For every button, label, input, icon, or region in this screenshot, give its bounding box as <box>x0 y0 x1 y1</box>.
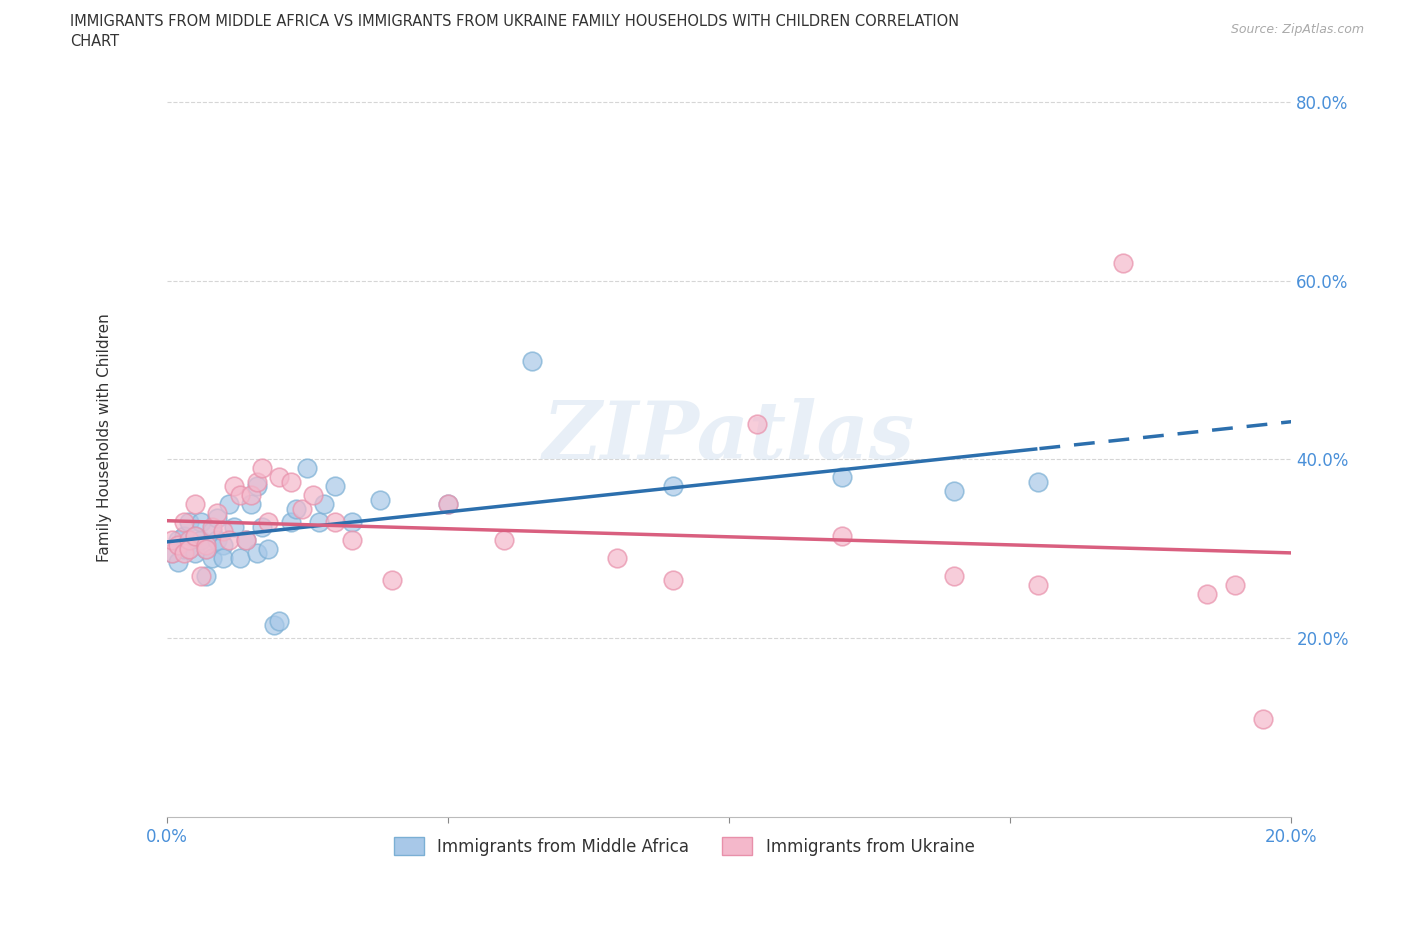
Point <box>179 533 201 548</box>
Point <box>195 541 218 556</box>
Point <box>173 546 195 561</box>
Point <box>437 497 460 512</box>
Point <box>212 524 235 538</box>
Point <box>190 533 212 548</box>
Point <box>285 501 308 516</box>
Point <box>246 546 269 561</box>
Point <box>325 514 347 529</box>
Point <box>240 488 263 503</box>
Point <box>269 470 291 485</box>
Point <box>173 514 195 529</box>
Text: Family Households with Children: Family Households with Children <box>97 312 112 562</box>
Point <box>173 541 195 556</box>
Point <box>224 479 246 494</box>
Point <box>1112 255 1135 270</box>
Point <box>207 506 229 521</box>
Point <box>201 519 224 534</box>
Point <box>229 551 252 565</box>
Point <box>1197 586 1219 601</box>
Point <box>943 484 966 498</box>
Point <box>494 533 516 548</box>
Point <box>1253 711 1275 726</box>
Point <box>173 528 195 543</box>
Point <box>308 514 330 529</box>
Point <box>252 519 274 534</box>
Point <box>831 470 853 485</box>
Point <box>179 514 201 529</box>
Point <box>167 537 190 551</box>
Point <box>179 541 201 556</box>
Point <box>195 537 218 551</box>
Point <box>162 546 184 561</box>
Point <box>263 618 285 632</box>
Point <box>224 519 246 534</box>
Point <box>190 514 212 529</box>
Point <box>252 461 274 476</box>
Point <box>325 479 347 494</box>
Point <box>167 555 190 570</box>
Point <box>280 514 302 529</box>
Point <box>342 533 364 548</box>
Point <box>437 497 460 512</box>
Point <box>342 514 364 529</box>
Point <box>662 479 685 494</box>
Text: IMMIGRANTS FROM MIDDLE AFRICA VS IMMIGRANTS FROM UKRAINE FAMILY HOUSEHOLDS WITH : IMMIGRANTS FROM MIDDLE AFRICA VS IMMIGRA… <box>70 14 959 29</box>
Point <box>235 533 257 548</box>
Point <box>314 497 336 512</box>
Point <box>297 461 319 476</box>
Point <box>218 497 240 512</box>
Point <box>235 533 257 548</box>
Point <box>190 568 212 583</box>
Point <box>179 541 201 556</box>
Point <box>257 541 280 556</box>
Point <box>195 568 218 583</box>
Point <box>167 533 190 548</box>
Point <box>291 501 314 516</box>
Point <box>207 511 229 525</box>
Point <box>207 533 229 548</box>
Point <box>280 474 302 489</box>
Point <box>246 474 269 489</box>
Point <box>831 528 853 543</box>
Point <box>1028 578 1050 592</box>
Point <box>229 488 252 503</box>
Legend: Immigrants from Middle Africa, Immigrants from Ukraine: Immigrants from Middle Africa, Immigrant… <box>387 830 981 862</box>
Point <box>162 533 184 548</box>
Point <box>184 528 207 543</box>
Point <box>162 546 184 561</box>
Point <box>212 537 235 551</box>
Point <box>1225 578 1247 592</box>
Point <box>184 497 207 512</box>
Point <box>257 514 280 529</box>
Point <box>201 551 224 565</box>
Text: CHART: CHART <box>70 34 120 49</box>
Point <box>218 533 240 548</box>
Point <box>184 528 207 543</box>
Point <box>381 573 404 588</box>
Point <box>522 353 544 368</box>
Point <box>943 568 966 583</box>
Point <box>606 551 628 565</box>
Point <box>662 573 685 588</box>
Point <box>302 488 325 503</box>
Point <box>201 524 224 538</box>
Text: Source: ZipAtlas.com: Source: ZipAtlas.com <box>1230 23 1364 36</box>
Text: ZIPatlas: ZIPatlas <box>543 398 915 476</box>
Point <box>212 551 235 565</box>
Point <box>246 479 269 494</box>
Point <box>269 613 291 628</box>
Point <box>1028 474 1050 489</box>
Point <box>370 492 392 507</box>
Point <box>747 417 769 432</box>
Point <box>240 497 263 512</box>
Point <box>184 546 207 561</box>
Point <box>195 541 218 556</box>
